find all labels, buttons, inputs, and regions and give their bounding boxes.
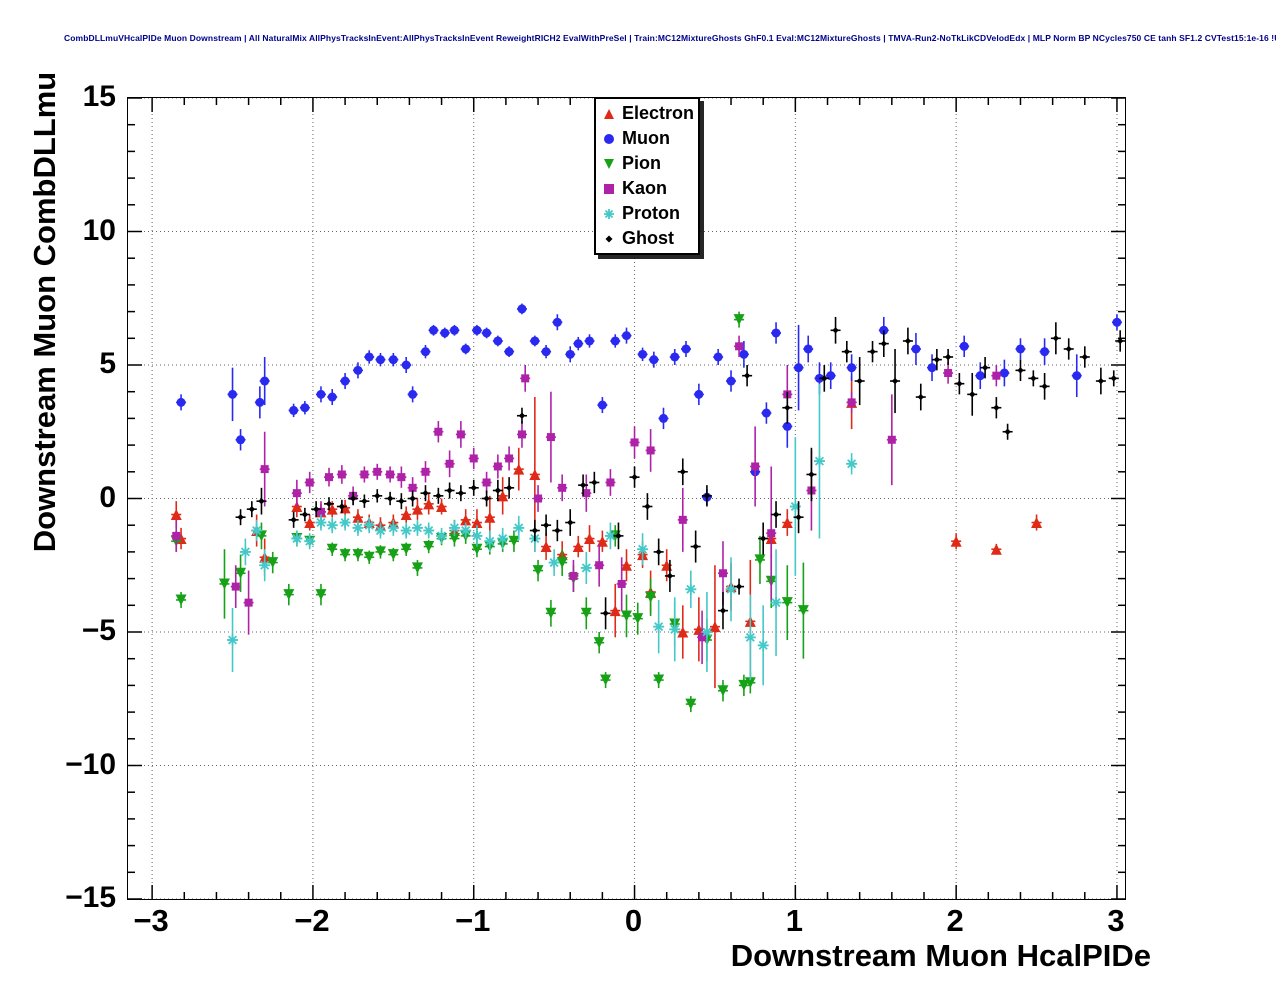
y-tick-label: −15 — [65, 881, 116, 914]
star-marker-icon — [604, 208, 614, 219]
legend-label: Electron — [622, 103, 695, 123]
series-ghost — [235, 316, 1125, 630]
plot-area — [128, 98, 1125, 899]
legend-entry-ghost: Ghost — [598, 226, 694, 251]
y-tick-label: 5 — [99, 347, 116, 380]
y-tick-label: 10 — [82, 213, 116, 247]
series-proton — [227, 383, 858, 686]
legend-entry-kaon: Kaon — [598, 176, 694, 201]
x-tick-label: −1 — [455, 903, 491, 938]
legend-entry-pion: Pion — [598, 151, 694, 176]
circle-marker-icon — [604, 133, 614, 144]
legend-entry-electron: Electron — [598, 101, 694, 126]
legend-box: Electron Muon Pion Kaon Proton Ghost — [594, 97, 701, 255]
triangle-down-marker-icon — [604, 158, 614, 169]
legend-label: Ghost — [622, 228, 674, 248]
legend-label: Kaon — [622, 178, 667, 198]
legend-entry-proton: Proton — [598, 201, 694, 226]
y-tick-label: −5 — [81, 614, 116, 647]
series-muon — [176, 303, 1122, 506]
diamond-marker-icon — [605, 235, 613, 242]
legend-entry-muon: Muon — [598, 126, 694, 151]
legend-label: Pion — [622, 153, 661, 173]
x-tick-label: 2 — [946, 903, 964, 938]
triangle-up-marker-icon — [604, 108, 614, 119]
plot-title: CombDLLmuVHcalPIDe Muon Downstream | All… — [64, 33, 1276, 43]
y-tick-label: −10 — [65, 747, 116, 781]
plot-frame — [127, 97, 1126, 900]
square-marker-icon — [604, 183, 614, 194]
x-tick-label: 0 — [624, 903, 643, 938]
legend-label: Muon — [622, 128, 670, 148]
series-electron — [170, 375, 1043, 689]
x-tick-label: −3 — [133, 903, 169, 938]
x-tick-label: 1 — [785, 903, 803, 938]
x-axis-title: Downstream Muon HcalPIDe — [730, 938, 1151, 973]
y-tick-label: 15 — [82, 80, 116, 113]
x-tick-label: 3 — [1107, 903, 1125, 938]
legend-label: Proton — [622, 203, 680, 223]
x-tick-label: −2 — [294, 903, 330, 938]
y-tick-label: 0 — [99, 480, 116, 514]
